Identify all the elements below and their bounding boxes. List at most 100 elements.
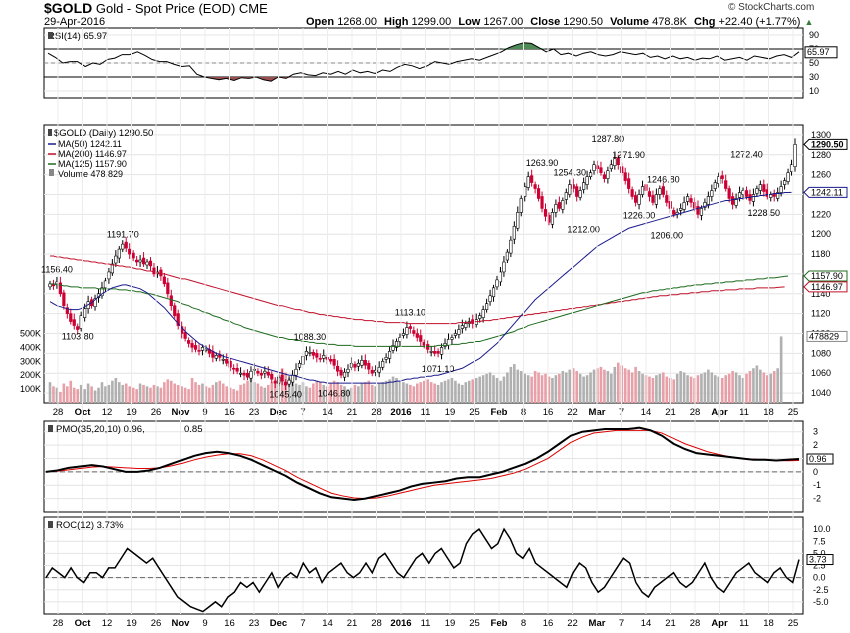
last-value-tag xyxy=(803,281,848,293)
volume-value: 478.8K xyxy=(652,16,687,28)
volume-tick-label: 300K xyxy=(20,356,41,366)
rsi-tick-label: 10 xyxy=(809,86,819,96)
candle-body xyxy=(221,359,225,361)
candle-body xyxy=(187,340,191,344)
candle-body xyxy=(363,360,367,366)
volume-bar xyxy=(769,373,773,403)
rsi-tick-label: 90 xyxy=(809,30,819,40)
candle-body xyxy=(107,271,111,280)
volume-bar xyxy=(263,387,267,403)
candle-body xyxy=(516,212,520,229)
candle-body xyxy=(464,323,468,328)
candle-body xyxy=(502,261,506,273)
volume-bar xyxy=(388,379,391,403)
volume-bar xyxy=(260,386,263,403)
volume-bar xyxy=(610,373,613,403)
roc-tick-label: -5.0 xyxy=(813,597,829,607)
volume-bar xyxy=(599,366,603,403)
candle-body xyxy=(540,196,544,209)
candle-body xyxy=(62,292,66,306)
candle-body xyxy=(647,191,652,197)
candle-body xyxy=(374,369,378,373)
candle-body xyxy=(72,319,76,326)
volume-bar xyxy=(339,384,343,403)
candle-body xyxy=(679,208,683,211)
volume-bar xyxy=(450,377,454,403)
candle-body xyxy=(232,367,236,370)
last-value-label: 1146.97 xyxy=(811,282,843,292)
candle-body xyxy=(135,259,139,263)
volume-bar xyxy=(190,377,194,403)
candle-body xyxy=(706,196,710,205)
candle-body xyxy=(491,287,496,298)
pmo-tick-label: 2 xyxy=(813,440,818,450)
volume-bar xyxy=(717,376,721,403)
pmo-tick-label: -1 xyxy=(813,480,821,490)
volume-bar xyxy=(734,372,738,403)
candle-body xyxy=(575,186,579,197)
volume-bar xyxy=(221,383,225,403)
volume-bar xyxy=(509,366,513,403)
candle-body xyxy=(481,309,485,318)
candle-body xyxy=(412,330,416,334)
x-tick-label-bottom: 16 xyxy=(224,618,235,629)
legend-label: MA(125) 1157.90 xyxy=(58,159,127,169)
volume-bar xyxy=(571,368,575,403)
x-tick-label-bottom: Mar xyxy=(589,618,606,629)
volume-bar xyxy=(464,382,468,403)
volume-bar xyxy=(578,373,582,403)
volume-bar xyxy=(772,371,776,403)
price-tick-label: 1300 xyxy=(811,130,831,140)
chart-date: 29-Apr-2016 xyxy=(44,16,106,28)
pmo-last-tag xyxy=(806,453,834,465)
volume-bar xyxy=(630,372,634,403)
volume-bar xyxy=(759,369,762,403)
volume-bar xyxy=(312,383,315,403)
volume-bar xyxy=(298,384,301,403)
volume-bar xyxy=(124,383,128,403)
legend-label: Volume 478,829 xyxy=(58,169,123,179)
rsi-last-value: 65.97 xyxy=(807,47,830,57)
candle-body xyxy=(332,359,336,366)
candle-body xyxy=(734,198,738,206)
x-tick-label-bottom: Apr xyxy=(711,618,728,629)
volume-bar xyxy=(360,383,364,403)
candle-body xyxy=(408,326,412,329)
volume-bar xyxy=(731,371,734,403)
candle-body xyxy=(415,333,419,338)
volume-bar xyxy=(322,384,326,403)
ohlc-summary: Open 1268.00 High 1299.00 Low 1267.00 Cl… xyxy=(306,16,814,28)
volume-bar xyxy=(232,389,235,403)
candle-body xyxy=(93,298,97,307)
volume-bar xyxy=(201,383,204,403)
volume-bar xyxy=(395,377,398,403)
volume-bar xyxy=(100,382,104,403)
volume-bar xyxy=(724,375,727,403)
last-value-label: 1290.50 xyxy=(811,139,844,149)
price-annotation: 1046.80 xyxy=(318,388,351,398)
ma125-line xyxy=(50,275,789,347)
candle-body xyxy=(588,172,593,177)
candle-body xyxy=(200,347,205,351)
price-annotation: 1191.70 xyxy=(107,229,139,239)
x-tick-label-bottom: 18 xyxy=(763,618,774,629)
volume-bar xyxy=(513,364,516,403)
volume-bar xyxy=(651,377,655,403)
candle-body xyxy=(554,204,558,213)
candle-body xyxy=(616,157,620,166)
volume-bar xyxy=(467,380,471,403)
volume-bar xyxy=(440,382,443,403)
candle-body xyxy=(751,194,756,202)
volume-bar xyxy=(225,386,229,403)
volume-bar xyxy=(516,369,520,403)
volume-bar xyxy=(523,373,527,403)
candle-body xyxy=(682,202,686,210)
volume-bar xyxy=(145,386,149,403)
volume-bar xyxy=(526,375,530,403)
candle-body xyxy=(197,350,201,352)
volume-bar xyxy=(62,383,66,403)
volume-bar xyxy=(121,384,125,403)
candle-body xyxy=(550,212,555,225)
candle-body xyxy=(76,326,80,330)
